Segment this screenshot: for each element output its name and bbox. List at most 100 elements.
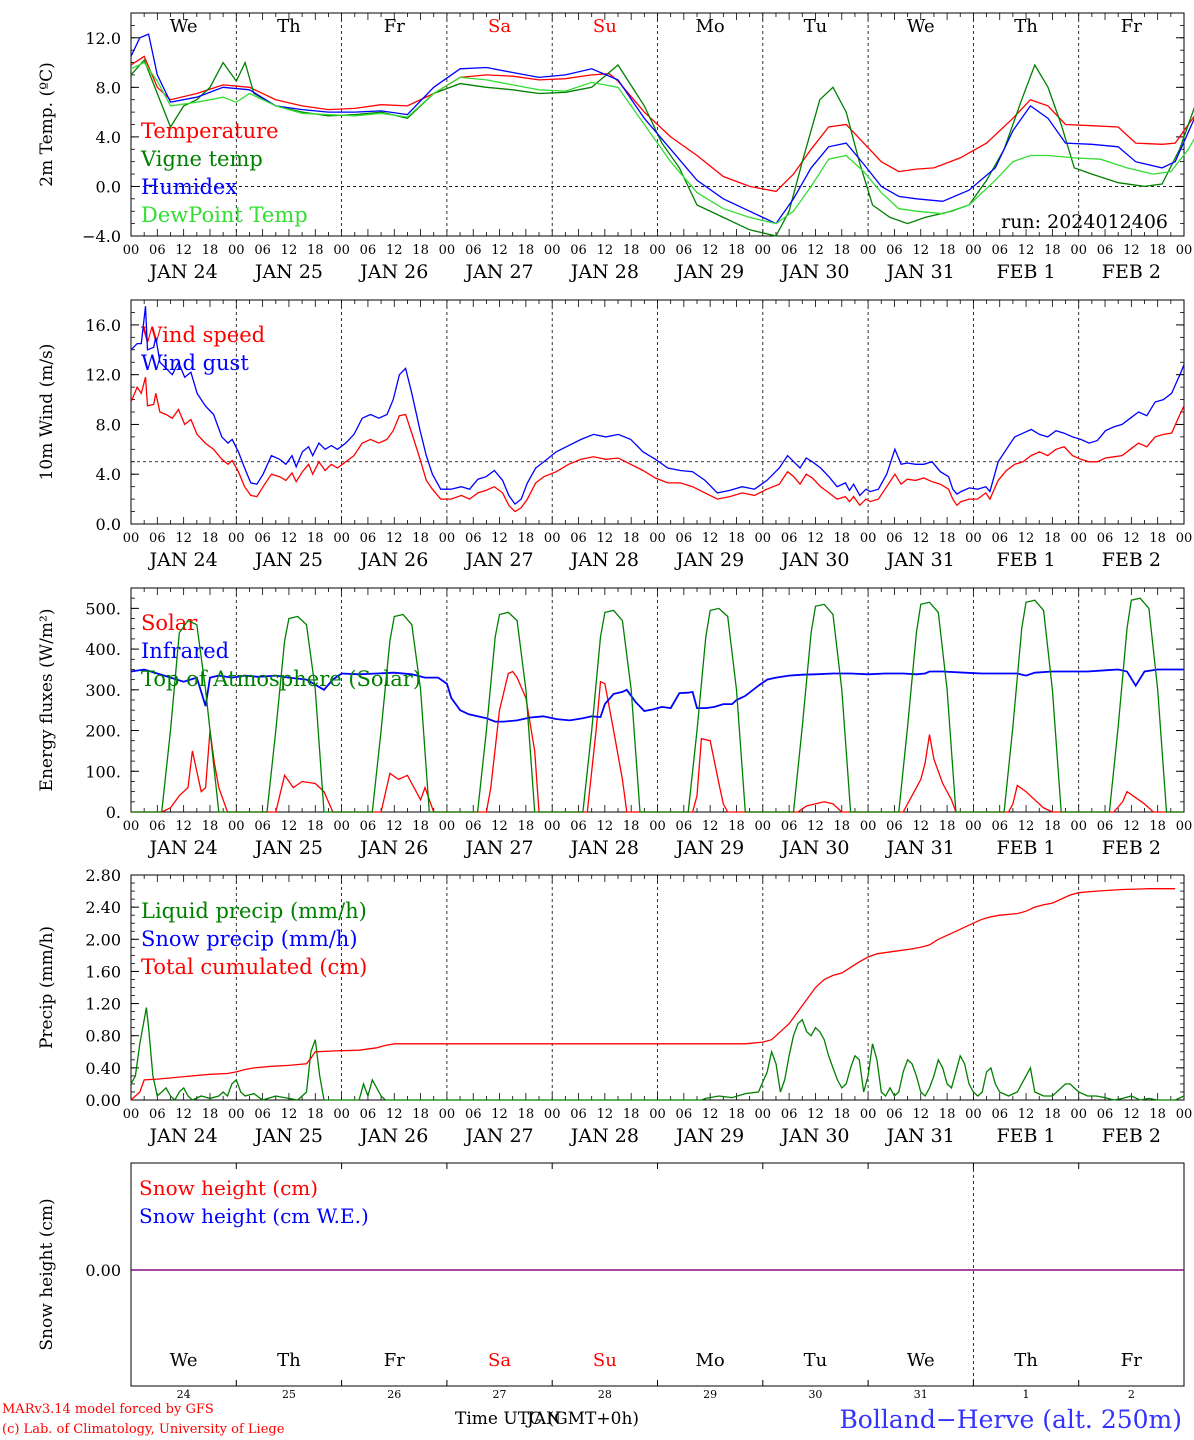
hour-tick-label: 06 [465,243,482,258]
hour-tick-label: 00 [649,1107,666,1122]
panel-2: 0.0 4.0 8.0 12.0 16.0 10m Wind (m/s) Wind spee… [37,299,1192,571]
hour-tick-label: 00 [333,1107,350,1122]
series-line [131,597,1184,813]
hour-tick-label: 18 [1044,243,1061,258]
date-label: FEB 1 [996,837,1055,859]
hour-tick-label: 18 [834,819,851,834]
y-axis-label: 2m Temp. (ºC) [37,62,57,187]
hour-tick-label: 18 [202,531,219,546]
hour-tick-label: 00 [123,1107,140,1122]
hour-tick-label: 06 [781,1107,798,1122]
date-label: JAN 26 [358,837,428,859]
weekday-label: We [170,16,198,37]
series-line [130,306,1185,506]
date-label: JAN 24 [148,837,218,859]
hour-tick-label: 18 [1044,531,1061,546]
legend-entry: Humidex [141,175,237,199]
date-label: JAN 24 [148,1125,218,1147]
y-tick-label: 200. [85,722,121,741]
hour-tick-label: 06 [360,1107,377,1122]
hour-tick-label: 18 [412,819,429,834]
hour-tick-label: 00 [544,531,561,546]
hour-tick-label: 00 [755,1107,772,1122]
hour-tick-label: 18 [307,819,324,834]
hour-tick-label: 00 [1070,243,1087,258]
hour-tick-label: 06 [781,819,798,834]
hour-tick-label: 00 [1070,819,1087,834]
y-tick-label: 0.0 [96,177,121,196]
plot-frame [130,299,1185,525]
hour-tick-label: 12 [175,819,192,834]
station-name: Bolland−Herve (alt. 250m) [839,1405,1182,1434]
hour-tick-label: 18 [1044,1107,1061,1122]
hour-tick-label: 06 [149,819,166,834]
hour-tick-label: 00 [755,531,772,546]
hour-tick-label: 00 [1070,1107,1087,1122]
date-label: JAN 28 [569,261,639,283]
hour-tick-label: 00 [1176,819,1193,834]
date-label: JAN 27 [463,261,533,283]
hour-tick-label: 06 [991,243,1008,258]
hour-tick-label: 12 [175,243,192,258]
hour-tick-label: 18 [939,1107,956,1122]
hour-tick-label: 12 [386,819,403,834]
hour-tick-label: 00 [965,1107,982,1122]
date-label: JAN 26 [358,549,428,571]
date-label: FEB 1 [996,261,1055,283]
date-label: FEB 1 [996,549,1055,571]
hour-tick-label: 12 [912,243,929,258]
time-axis-label: Time UTC (GMT+0h) [455,1409,639,1429]
hour-tick-label: 18 [939,819,956,834]
hour-tick-label: 12 [1123,531,1140,546]
weekday-label: Th [277,1350,301,1371]
hour-tick-label: 12 [1018,819,1035,834]
hour-tick-label: 18 [834,531,851,546]
hour-tick-label: 06 [1097,243,1114,258]
hour-tick-label: 12 [597,243,614,258]
hour-tick-label: 18 [623,819,640,834]
hour-tick-label: 18 [202,819,219,834]
weekday-label: Fr [384,16,405,37]
hour-tick-label: 12 [702,1107,719,1122]
hour-tick-label: 06 [360,531,377,546]
date-label: JAN 26 [358,1125,428,1147]
hour-tick-label: 18 [939,243,956,258]
y-tick-label: 400. [85,640,121,659]
hour-tick-label: 12 [386,531,403,546]
hour-tick-label: 00 [1176,243,1193,258]
hour-tick-label: 12 [491,819,508,834]
y-tick-label: 1.60 [85,962,121,981]
panel-4: 0.00 0.40 0.80 1.20 1.60 2.00 2.40 2.80 Precip (… [37,866,1192,1147]
date-label: FEB 1 [996,1125,1055,1147]
y-tick-label: 12.0 [85,29,121,48]
hour-tick-label: 12 [1018,531,1035,546]
hour-tick-label: 00 [228,531,245,546]
weekday-label: Su [593,1350,617,1371]
y-tick-label: 2.40 [85,898,121,917]
hour-tick-label: 18 [518,1107,535,1122]
hour-tick-label: 18 [1149,1107,1166,1122]
hour-tick-label: 12 [281,531,298,546]
hour-tick-label: 06 [676,531,693,546]
date-label: JAN 25 [253,549,323,571]
weekday-label: Su [593,16,617,37]
date-label: JAN 27 [463,549,533,571]
date-label: FEB 2 [1102,261,1161,283]
hour-tick-label: 06 [676,819,693,834]
hour-tick-label: 12 [807,1107,824,1122]
hour-tick-label: 06 [465,531,482,546]
panel-3: 0. 100. 200. 300. 400. 500. Energy fluxes (W/m… [37,587,1193,859]
day-number-label: 29 [703,1388,717,1401]
date-label: FEB 2 [1102,1125,1161,1147]
model-credit: MARv3.14 model forced by GFS [2,1402,214,1417]
hour-tick-label: 18 [518,819,535,834]
weekday-label: Fr [1121,16,1142,37]
hour-tick-label: 18 [412,1107,429,1122]
legend-entry: Liquid precip (mm/h) [141,899,367,923]
hour-tick-label: 12 [1123,243,1140,258]
y-tick-label: 8.0 [96,78,121,97]
hour-tick-label: 18 [307,243,324,258]
weekday-label: Th [277,16,301,37]
hour-tick-label: 06 [254,819,271,834]
